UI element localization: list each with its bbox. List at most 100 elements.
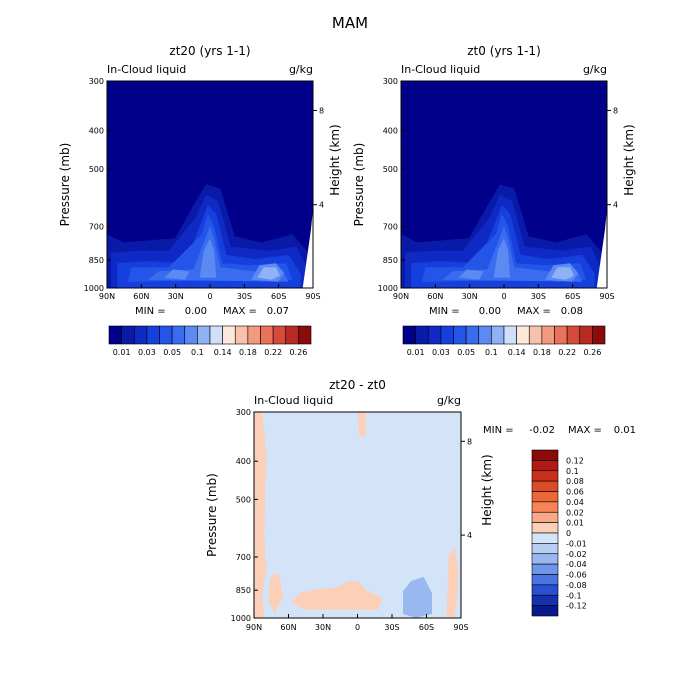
y-tick-label: 500 xyxy=(383,165,398,174)
colorbar-swatch xyxy=(440,325,454,345)
x-tick-label: 90N xyxy=(393,292,409,301)
x-tick-label: 60S xyxy=(419,623,434,632)
x-tick-label: 90N xyxy=(99,292,115,301)
colorbar-swatch xyxy=(531,491,559,503)
colorbar-swatch xyxy=(298,325,312,345)
colorbar-swatch xyxy=(531,543,559,555)
colorbar-swatch xyxy=(531,553,559,565)
positive-anomaly-region xyxy=(291,580,383,610)
colorbar-label: 0.1 xyxy=(566,467,579,476)
x-tick-label: 90S xyxy=(305,292,320,301)
colorbar-swatch xyxy=(566,325,581,345)
height-tick-label: 4 xyxy=(319,201,324,210)
panel-title: zt20 - zt0 xyxy=(329,378,386,392)
colorbar-label: -0.06 xyxy=(566,571,587,580)
colorbar-label: 0.14 xyxy=(214,348,232,357)
y-tick-label: 850 xyxy=(236,586,251,595)
colorbar-label: -0.01 xyxy=(566,539,587,548)
colorbar-swatch xyxy=(159,325,173,345)
colorbar-swatch xyxy=(285,325,299,345)
colorbar-label: 0.06 xyxy=(566,488,584,497)
colorbar-swatch xyxy=(531,584,559,596)
colorbar-swatch xyxy=(415,325,429,345)
stats-max-label: MAX = xyxy=(568,425,602,436)
colorbar-label: -0.12 xyxy=(566,602,587,611)
contour-band xyxy=(551,267,574,280)
x-tick-label: 90S xyxy=(453,623,468,632)
stats-max-value: 0.07 xyxy=(267,306,289,317)
chart-zt20: zt20 (yrs 1-1) In-Cloud liquid g/kg 300 400 5… xyxy=(58,44,342,357)
y-axis-label-right: Height (km) xyxy=(622,124,636,195)
colorbar-label: 0.1 xyxy=(485,348,498,357)
colorbar-swatch xyxy=(531,480,559,492)
colorbar-label: 0.04 xyxy=(566,498,584,507)
x-tick-label: 90N xyxy=(246,623,262,632)
y-tick-label: 300 xyxy=(383,77,398,86)
colorbar-label: 0.18 xyxy=(533,348,551,357)
contour-band xyxy=(199,238,217,278)
x-tick-label: 0 xyxy=(355,623,360,632)
y-tick-label: 300 xyxy=(89,77,104,86)
colorbar-label: 0.01 xyxy=(407,348,425,357)
stats-min-label: MIN = xyxy=(483,425,514,436)
stats-min-label: MIN = xyxy=(135,306,166,317)
colorbar-label: 0.1 xyxy=(191,348,204,357)
x-tick-label: 60N xyxy=(427,292,443,301)
negative-anomaly-region xyxy=(403,576,432,618)
y-axis-label: Pressure (mb) xyxy=(205,473,219,557)
height-tick-label: 8 xyxy=(467,437,472,446)
colorbar-label: 0.14 xyxy=(508,348,526,357)
colorbar-label: 0.05 xyxy=(163,348,181,357)
x-tick-label: 30S xyxy=(237,292,252,301)
x-tick-label: 30N xyxy=(168,292,184,301)
colorbar-label: 0 xyxy=(566,529,571,538)
colorbar-swatch xyxy=(531,522,559,534)
x-tick-label: 60N xyxy=(133,292,149,301)
y-tick-label: 850 xyxy=(89,256,104,265)
colorbar-swatch xyxy=(531,594,559,606)
colorbar-swatch xyxy=(503,325,517,345)
y-tick-label: 1000 xyxy=(231,614,251,623)
colorbar-swatch xyxy=(491,325,505,345)
colorbar-label: -0.1 xyxy=(566,591,582,600)
colorbar-swatch xyxy=(531,511,559,523)
colorbar-swatch xyxy=(146,325,160,345)
x-tick-label: 60S xyxy=(565,292,580,301)
colorbar-label: -0.02 xyxy=(566,550,587,559)
colorbar-swatch xyxy=(531,460,559,472)
colorbar-swatch xyxy=(272,325,287,345)
colorbar-swatch xyxy=(592,325,606,345)
y-tick-label: 500 xyxy=(89,165,104,174)
colorbar-swatch xyxy=(184,325,198,345)
panel-title: zt0 (yrs 1-1) xyxy=(467,44,541,58)
colorbar-swatch xyxy=(209,325,223,345)
contour-band xyxy=(257,267,280,280)
colorbar-label: -0.08 xyxy=(566,581,587,590)
x-tick-label: 30N xyxy=(462,292,478,301)
colorbar-label: 0.22 xyxy=(264,348,282,357)
x-tick-label: 30N xyxy=(315,623,331,632)
y-tick-label: 400 xyxy=(89,126,104,135)
colorbar-swatch xyxy=(171,325,186,345)
colorbar-label: 0.03 xyxy=(138,348,156,357)
colorbar-swatch xyxy=(222,325,236,345)
colorbar-swatch xyxy=(133,325,148,345)
stats-min-value: -0.02 xyxy=(529,425,555,436)
height-tick-label: 8 xyxy=(319,106,324,115)
units-label: g/kg xyxy=(289,63,313,76)
colorbar-swatch xyxy=(234,325,249,345)
x-tick-label: 0 xyxy=(207,292,212,301)
colorbar-label: 0.01 xyxy=(566,519,584,528)
colorbar-swatch xyxy=(247,325,261,345)
y-tick-label: 400 xyxy=(236,457,251,466)
page-title: MAM xyxy=(332,14,368,32)
colorbar-label: -0.04 xyxy=(566,560,587,569)
y-tick-label: 700 xyxy=(236,553,251,562)
colorbar-swatch xyxy=(531,501,559,513)
colorbar-label: 0.26 xyxy=(583,348,601,357)
y-tick-label: 700 xyxy=(383,223,398,232)
stats-min-label: MIN = xyxy=(429,306,460,317)
colorbar-swatch xyxy=(465,325,480,345)
